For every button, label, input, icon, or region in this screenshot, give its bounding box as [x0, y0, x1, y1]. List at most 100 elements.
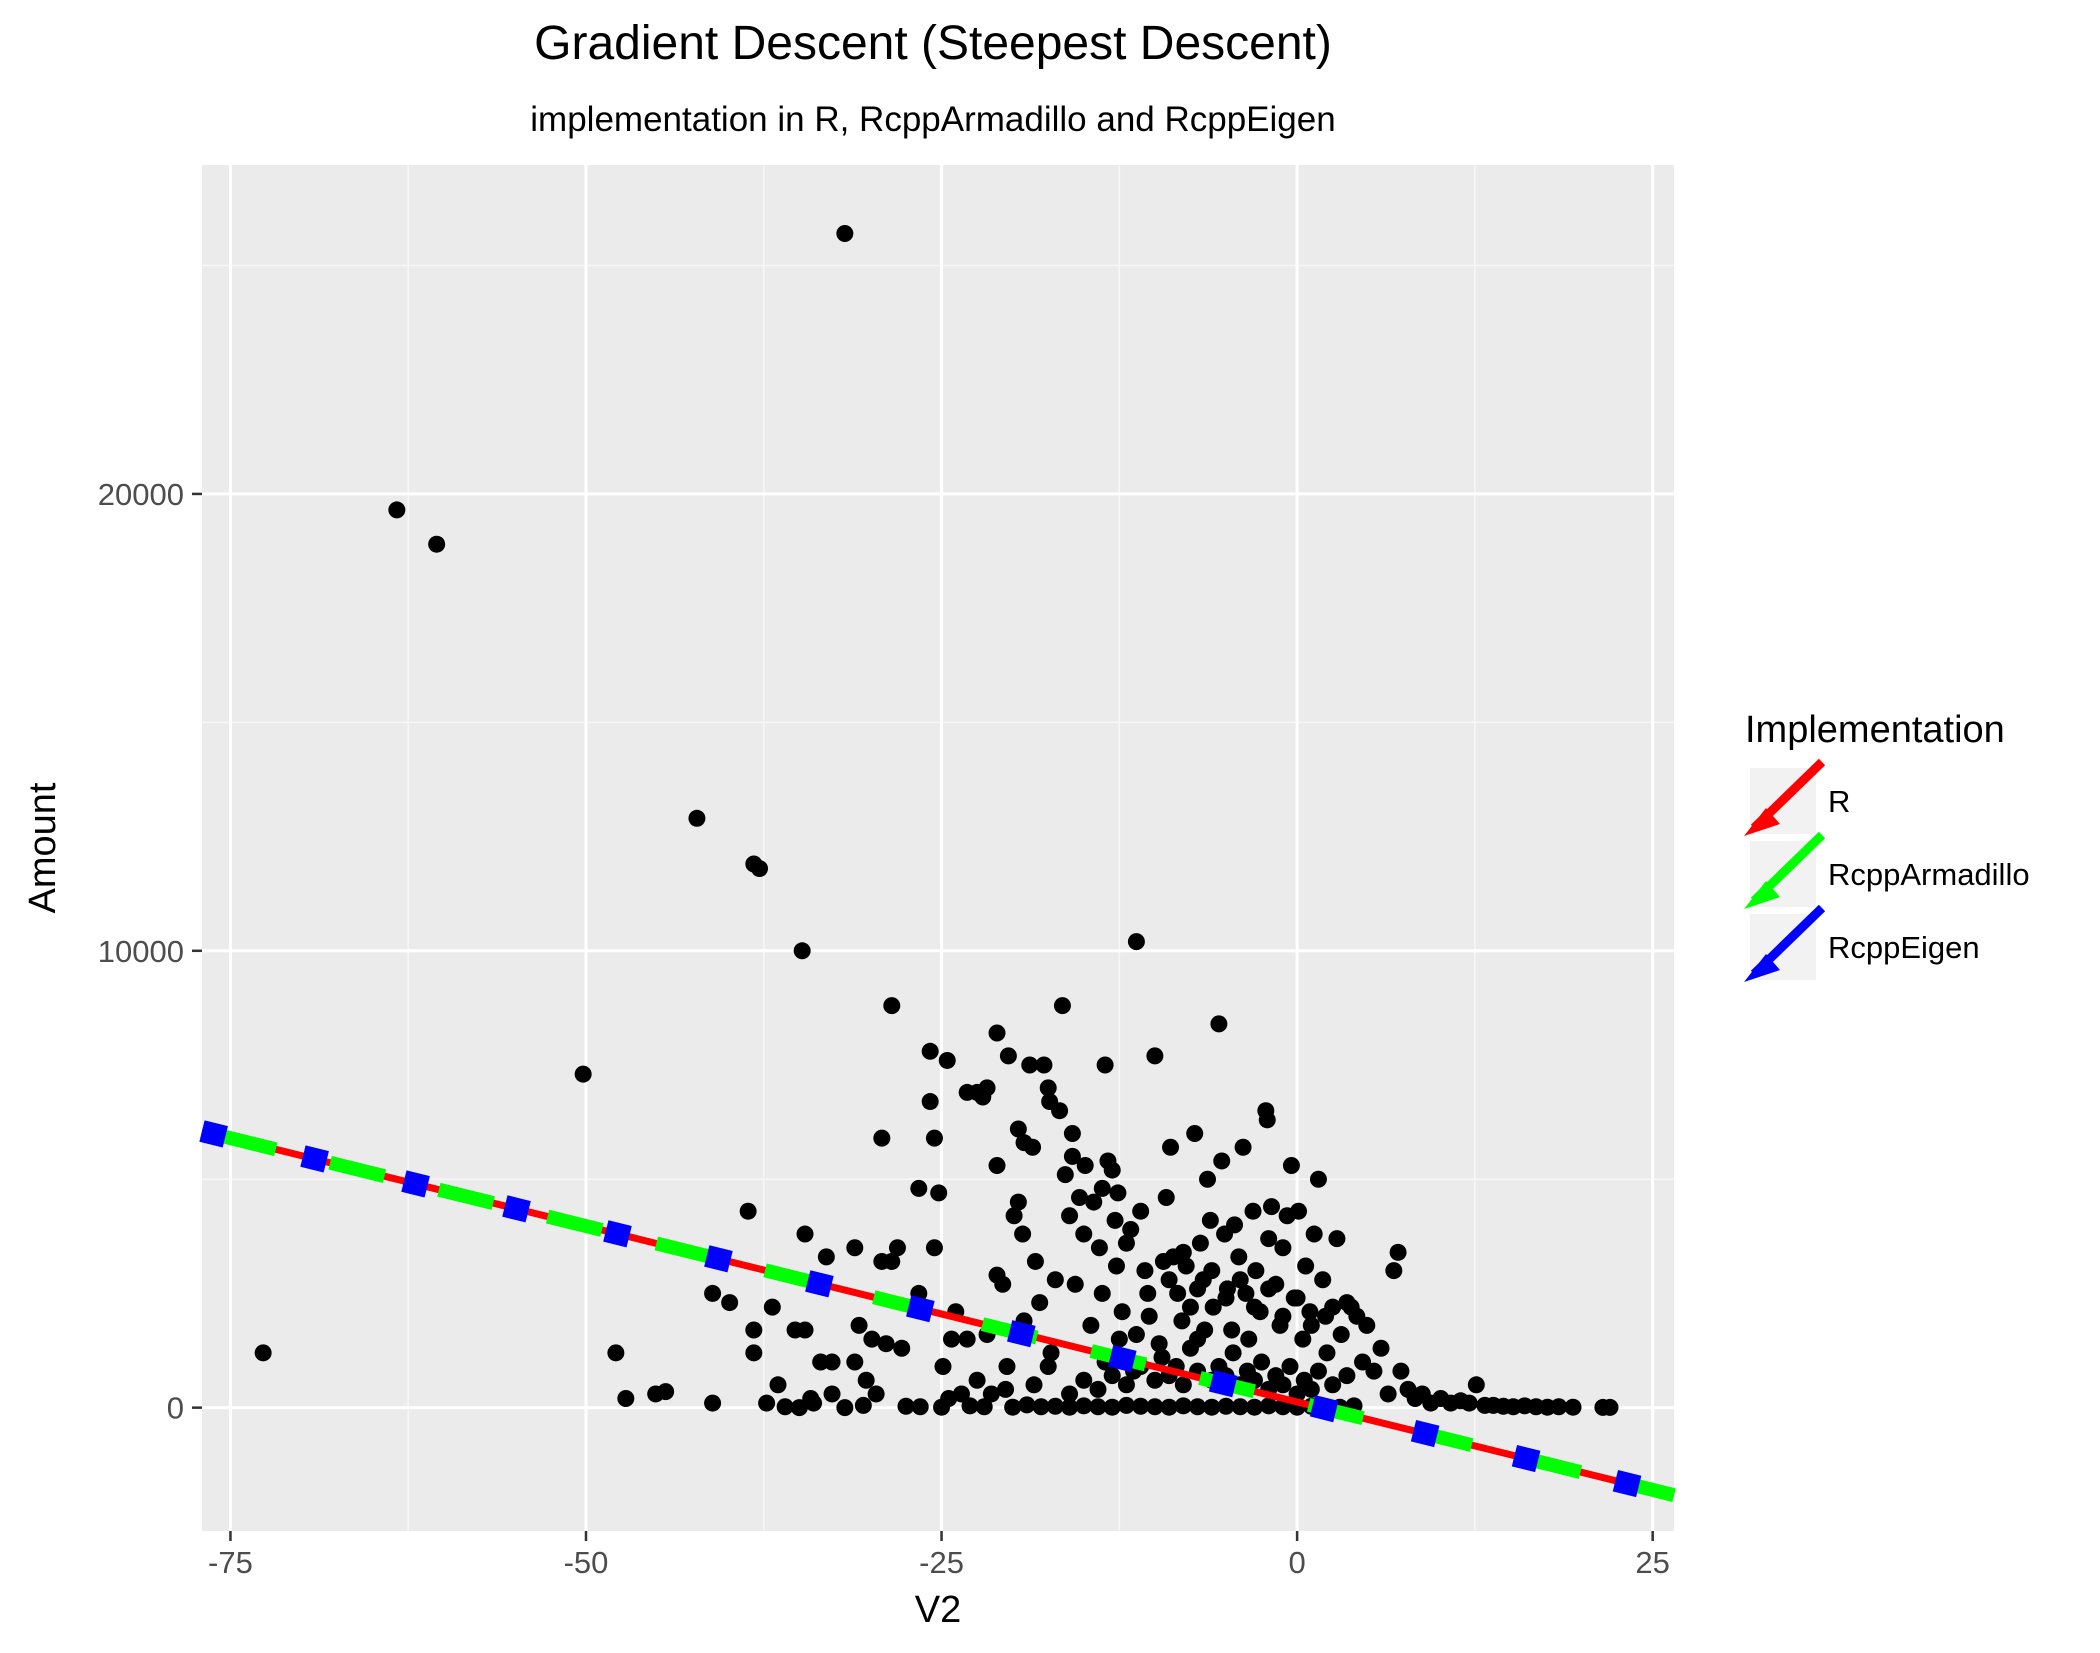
data-point	[1169, 1284, 1187, 1302]
data-point	[958, 1330, 976, 1348]
data-point	[1231, 1398, 1249, 1416]
data-point	[1146, 1047, 1164, 1065]
data-point	[1274, 1239, 1292, 1257]
data-point	[1004, 1398, 1022, 1416]
data-point	[1213, 1152, 1231, 1170]
data-point	[796, 1321, 814, 1339]
data-point	[836, 1399, 854, 1417]
data-point	[721, 1294, 739, 1312]
data-point	[388, 501, 406, 519]
data-point	[1237, 1284, 1255, 1302]
data-point	[877, 1335, 895, 1353]
x-tick-label: 0	[1288, 1545, 1305, 1580]
data-point	[1136, 1262, 1154, 1280]
data-point	[1281, 1358, 1299, 1376]
data-point	[1258, 1111, 1276, 1129]
data-point	[1245, 1298, 1263, 1316]
data-point	[1150, 1335, 1168, 1353]
data-point	[1244, 1202, 1262, 1220]
data-point	[1132, 1397, 1150, 1415]
data-point	[1260, 1230, 1278, 1248]
data-point	[1274, 1376, 1292, 1394]
data-point	[1039, 1079, 1057, 1097]
data-point	[883, 997, 901, 1015]
data-point	[1132, 1202, 1150, 1220]
data-point	[254, 1344, 272, 1362]
data-point	[1174, 1243, 1192, 1261]
data-point	[1075, 1397, 1093, 1415]
data-point	[1301, 1303, 1319, 1321]
data-point	[1260, 1280, 1278, 1298]
data-point	[1288, 1289, 1306, 1307]
data-point	[1290, 1202, 1308, 1220]
data-point	[863, 1330, 881, 1348]
data-point	[1274, 1307, 1292, 1325]
data-point	[704, 1284, 722, 1302]
data-point	[846, 1353, 864, 1371]
data-point	[1260, 1397, 1278, 1415]
data-point	[1297, 1257, 1315, 1275]
data-point	[1035, 1056, 1053, 1074]
data-point	[943, 1330, 961, 1348]
data-point	[1063, 1125, 1081, 1143]
data-point	[1392, 1362, 1410, 1380]
data-point	[897, 1397, 915, 1415]
data-point	[846, 1239, 864, 1257]
data-point	[617, 1390, 635, 1408]
data-point	[1025, 1376, 1043, 1394]
data-point	[823, 1353, 841, 1371]
data-point	[1302, 1316, 1320, 1334]
data-point	[745, 1321, 763, 1339]
data-point	[1263, 1198, 1281, 1216]
x-tick-label: -25	[919, 1545, 964, 1580]
x-axis-title: V2	[915, 1589, 961, 1631]
data-point	[1550, 1398, 1568, 1416]
data-point	[1117, 1376, 1135, 1394]
data-point	[883, 1252, 901, 1270]
data-point	[1223, 1321, 1241, 1339]
data-point	[1005, 1207, 1023, 1225]
data-point	[1234, 1138, 1252, 1156]
data-point	[1018, 1396, 1036, 1414]
data-point	[1096, 1056, 1114, 1074]
data-point	[1162, 1138, 1180, 1156]
data-point	[1093, 1284, 1111, 1302]
data-point	[1009, 1120, 1027, 1138]
data-point	[607, 1344, 625, 1362]
data-point	[1113, 1303, 1131, 1321]
data-point	[999, 1047, 1017, 1065]
data-point	[1305, 1225, 1323, 1243]
data-point	[704, 1394, 722, 1412]
data-point	[1032, 1398, 1050, 1416]
data-point	[1110, 1330, 1128, 1348]
data-point	[873, 1129, 891, 1147]
fit-lines	[199, 1120, 1677, 1506]
legend-key-arrow	[1744, 881, 1780, 909]
data-point	[1031, 1294, 1049, 1312]
data-point	[1024, 1138, 1042, 1156]
data-point	[1089, 1380, 1107, 1398]
data-point	[1282, 1157, 1300, 1175]
data-point	[1153, 1348, 1171, 1366]
data-point	[428, 535, 446, 553]
legend-label: R	[1828, 784, 1850, 819]
data-point	[1061, 1385, 1079, 1403]
data-point	[921, 1042, 939, 1060]
data-point	[739, 1202, 757, 1220]
data-point	[1042, 1344, 1060, 1362]
data-point	[982, 1385, 1000, 1403]
data-point	[1224, 1344, 1242, 1362]
data-point	[793, 942, 811, 960]
data-point	[1026, 1252, 1044, 1270]
data-point	[1066, 1275, 1084, 1293]
data-point	[1075, 1371, 1093, 1389]
data-point	[1302, 1380, 1320, 1398]
data-point	[769, 1376, 787, 1394]
data-points	[254, 225, 1619, 1417]
data-point	[1093, 1179, 1111, 1197]
data-point	[1173, 1312, 1191, 1330]
x-tick-label: 25	[1635, 1545, 1669, 1580]
data-point	[998, 1358, 1016, 1376]
legend: Implementation R RcppArmadillo RcppEigen	[1744, 709, 2030, 982]
